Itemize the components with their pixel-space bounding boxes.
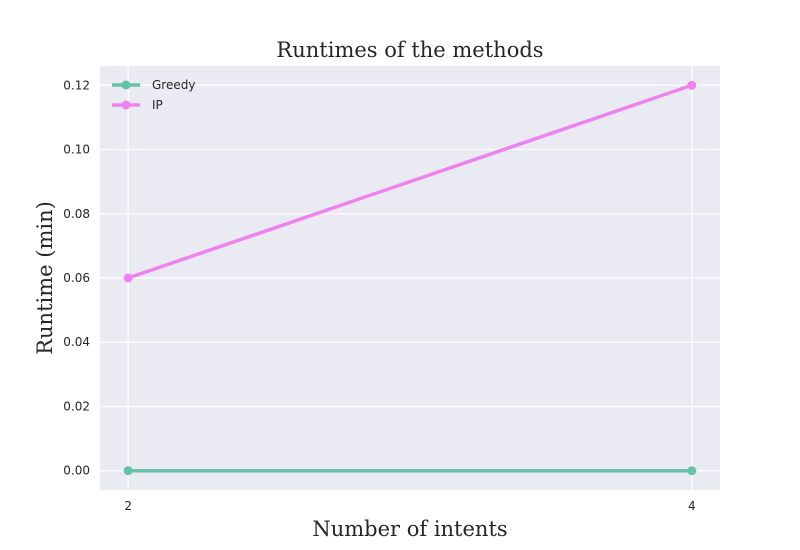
y-tick-labels: 0.00 0.02 0.04 0.06 0.08 0.10 0.12 (63, 78, 90, 477)
y-tick-label: 0.10 (63, 143, 90, 157)
x-tick-label: 2 (124, 499, 132, 513)
y-tick-label: 0.00 (63, 464, 90, 478)
data-point-ip (123, 273, 133, 283)
legend-marker (121, 80, 131, 90)
legend-label: IP (152, 98, 163, 112)
legend: Greedy IP (112, 78, 195, 112)
y-tick-label: 0.02 (63, 399, 90, 413)
y-tick-label: 0.04 (63, 335, 90, 349)
data-point-greedy (123, 466, 133, 476)
y-axis-label: Runtime (min) (33, 201, 57, 355)
y-tick-label: 0.12 (63, 78, 90, 92)
legend-marker (121, 100, 131, 110)
y-tick-label: 0.08 (63, 207, 90, 221)
chart-title: Runtimes of the methods (276, 38, 543, 62)
data-point-greedy (687, 466, 697, 476)
x-tick-label: 4 (688, 499, 696, 513)
series-line-ip (126, 83, 694, 280)
y-tick-label: 0.06 (63, 271, 90, 285)
x-axis-label: Number of intents (312, 517, 507, 541)
legend-label: Greedy (152, 78, 195, 92)
data-point-ip (687, 80, 697, 90)
series-layer (123, 80, 697, 476)
